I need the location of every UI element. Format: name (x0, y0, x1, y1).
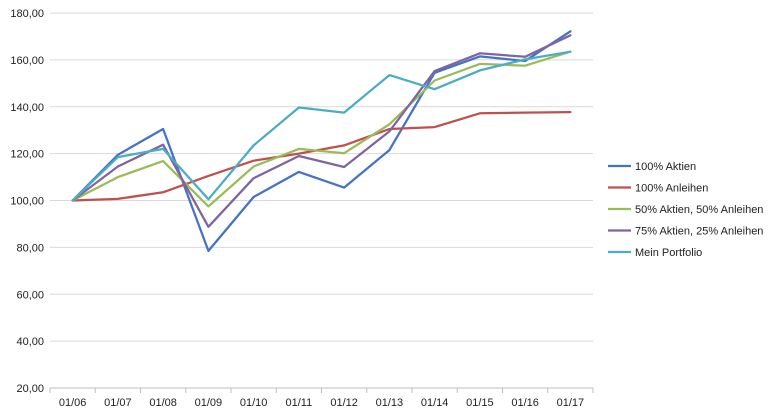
x-tick-label: 01/17 (557, 397, 585, 409)
x-tick-label: 01/14 (421, 397, 449, 409)
x-tick-label: 01/08 (149, 397, 177, 409)
x-axis: 01/06 01/07 01/08 01/09 01/10 01/11 01/12 01/13… (49, 387, 594, 409)
x-tick-label: 01/11 (286, 397, 313, 409)
x-tick-label: 01/06 (59, 397, 87, 409)
legend: 100% Aktien 100% Anleihen 50% Aktien, 50% … (608, 161, 763, 259)
legend-label: Mein Portfolio (635, 247, 702, 259)
y-tick-label: 160,00 (10, 55, 44, 67)
y-tick-label: 80,00 (16, 242, 44, 254)
x-tick-label: 01/07 (104, 397, 132, 409)
y-tick-label: 100,00 (10, 196, 44, 208)
y-tick-label: 20,00 (16, 383, 44, 395)
legend-label: 75% Aktien, 25% Anleihen (635, 226, 763, 238)
y-tick-label: 180,00 (10, 8, 44, 20)
x-tick-label: 01/16 (511, 397, 539, 409)
series-lines (71, 30, 572, 253)
x-tick-label: 01/10 (240, 397, 268, 409)
x-tick-label: 01/12 (330, 397, 358, 409)
y-axis: 20,00 40,00 60,00 80,00 100,00 120,00 140,00 16… (10, 8, 44, 395)
x-tick-label: 01/09 (195, 397, 223, 409)
series-line (71, 34, 572, 228)
x-tick-label: 01/15 (466, 397, 494, 409)
x-tick-label: 01/13 (376, 397, 404, 409)
legend-label: 100% Anleihen (635, 183, 708, 195)
y-tick-label: 40,00 (16, 336, 44, 348)
series-line (71, 30, 572, 253)
series-line (71, 50, 572, 202)
y-tick-label: 140,00 (10, 102, 44, 114)
y-tick-label: 120,00 (10, 149, 44, 161)
series-line (71, 50, 572, 208)
legend-label: 100% Aktien (635, 161, 696, 173)
legend-label: 50% Aktien, 50% Anleihen (635, 204, 763, 216)
series-line (71, 110, 572, 202)
y-tick-label: 60,00 (16, 289, 44, 301)
